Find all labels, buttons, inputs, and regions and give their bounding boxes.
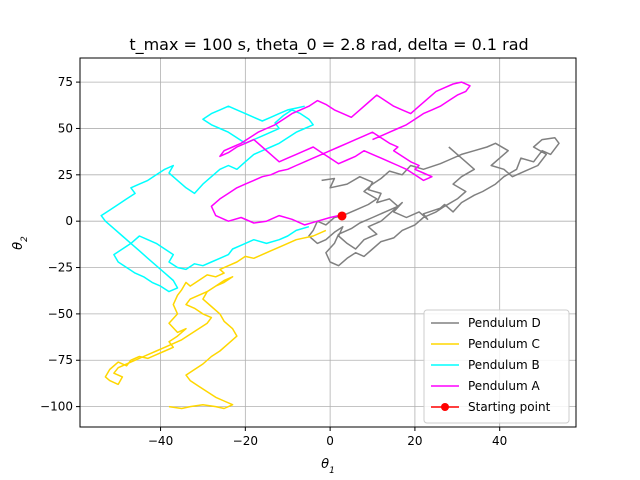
x-tick-label: 20	[407, 434, 422, 448]
grid	[80, 58, 576, 427]
start-point-layer	[337, 211, 347, 221]
legend-label: Pendulum D	[468, 316, 541, 330]
y-tick-label: −50	[48, 307, 73, 321]
legend-label: Pendulum A	[468, 379, 540, 393]
legend-label: Pendulum B	[468, 358, 540, 372]
x-tick-label: 40	[492, 434, 507, 448]
legend-label: Starting point	[468, 400, 551, 414]
y-tick-label: 50	[58, 121, 73, 135]
y-tick-label: −75	[48, 353, 73, 367]
legend-marker	[441, 403, 449, 411]
x-axis-label: θ1	[321, 457, 335, 476]
chart-title: t_max = 100 s, theta_0 = 2.8 rad, delta …	[129, 35, 528, 55]
y-tick-label: −100	[40, 400, 73, 414]
legend-box	[423, 309, 570, 424]
starting-point-marker	[337, 211, 347, 221]
legend: Pendulum D Pendulum C Pendulum B Pendulum A…	[423, 309, 570, 424]
y-tick-label: 75	[58, 75, 73, 89]
x-axis-ticks: −40 −20 0 20 40	[148, 427, 507, 448]
plot-frame	[79, 57, 577, 428]
y-tick-label: 25	[58, 168, 73, 182]
y-tick-label: 0	[65, 214, 73, 228]
series-line-pendulum-b	[100, 105, 314, 293]
legend-label: Pendulum C	[468, 337, 540, 351]
series-layer	[100, 81, 560, 410]
y-tick-label: −25	[48, 261, 73, 275]
y-axis-ticks: −100 −75 −50 −25 0 25 50 75	[40, 75, 80, 414]
x-tick-label: −20	[233, 434, 258, 448]
series-line-pendulum-d	[308, 136, 560, 267]
x-tick-label: 0	[326, 434, 334, 448]
series-line-pendulum-c	[104, 229, 327, 410]
y-axis-label: θ2	[11, 236, 30, 250]
x-tick-label: −40	[148, 434, 173, 448]
series-line-pendulum-a	[210, 81, 471, 226]
